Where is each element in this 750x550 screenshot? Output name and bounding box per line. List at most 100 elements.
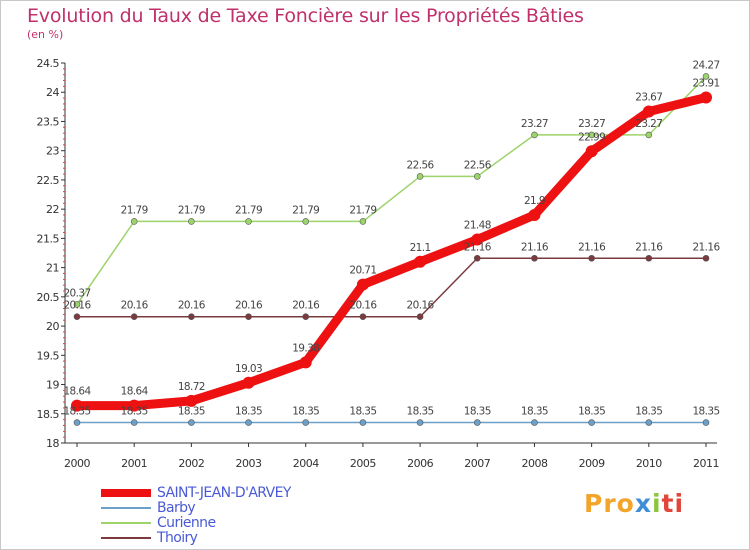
- legend-label: SAINT-JEAN-D'ARVEY: [157, 485, 291, 501]
- data-point: [245, 313, 252, 321]
- data-point: [71, 399, 83, 412]
- data-label: 18.35: [464, 406, 491, 418]
- data-point: [245, 218, 252, 225]
- data-point: [471, 233, 484, 246]
- line-chart: 18 18.5 19 19.5 20 20.5 21 21.5 22 22.5 23 23.5 24 24…: [37, 57, 722, 470]
- data-point: [702, 73, 710, 80]
- data-point: [73, 313, 81, 321]
- data-label: 20.37: [63, 287, 90, 299]
- y-tick-label: 22.5: [37, 174, 60, 187]
- data-label: 23.91: [692, 77, 719, 89]
- y-tick-label: 22: [46, 203, 59, 216]
- data-label: 18.35: [292, 406, 319, 418]
- series-line: [72, 92, 711, 411]
- y-axis-unit: (en %): [27, 28, 64, 41]
- data-label: 22.56: [407, 159, 435, 171]
- y-tick-label: 19: [46, 379, 59, 392]
- data-label: 20.71: [349, 265, 376, 277]
- data-label: 20.16: [407, 300, 435, 312]
- x-tick-label: 2001: [121, 457, 147, 470]
- x-tick-label: 2000: [64, 457, 90, 470]
- data-point: [531, 254, 538, 262]
- x-tick-label: 2003: [236, 457, 262, 470]
- data-point: [473, 419, 481, 426]
- data-point: [245, 419, 252, 426]
- data-label: 18.64: [63, 386, 91, 398]
- data-label: 18.35: [63, 406, 90, 418]
- x-tick-label: 2007: [464, 457, 490, 470]
- chart-series-lines: [72, 75, 711, 424]
- data-point: [702, 419, 710, 426]
- x-tick-label: 2009: [579, 457, 605, 470]
- data-point: [302, 419, 310, 426]
- data-label: 20.16: [292, 300, 320, 312]
- data-label: 20.16: [121, 300, 149, 312]
- data-point: [416, 419, 424, 426]
- data-label: 18.35: [521, 406, 548, 418]
- data-label: 18.35: [178, 406, 205, 418]
- data-label: 18.35: [235, 406, 262, 418]
- data-point: [588, 419, 595, 426]
- data-point: [188, 419, 195, 426]
- legend-swatch: [101, 522, 151, 524]
- data-label: 21.1: [410, 242, 431, 254]
- data-point: [416, 313, 424, 321]
- data-point: [585, 145, 598, 158]
- data-label: 18.35: [407, 406, 434, 418]
- data-label: 20.16: [349, 300, 377, 312]
- data-point: [356, 278, 369, 291]
- data-label: 19.38: [292, 342, 319, 354]
- x-tick-label: 2011: [693, 457, 719, 470]
- y-tick-label: 20.5: [37, 291, 60, 304]
- data-point: [302, 218, 310, 225]
- data-point: [700, 91, 712, 104]
- data-point: [130, 419, 138, 426]
- data-label: 23.27: [578, 118, 605, 130]
- data-label: 20.16: [63, 300, 91, 312]
- data-point: [702, 254, 710, 262]
- series-line: [76, 257, 707, 318]
- data-label: 22.99: [578, 131, 605, 143]
- data-label: 18.35: [578, 406, 605, 418]
- data-point: [188, 313, 195, 321]
- data-point: [473, 173, 481, 180]
- data-label: 23.67: [635, 92, 662, 104]
- chart-data-labels: 18.35 18.35 18.35 18.35 18.35 18.35 18.35 18.35…: [63, 59, 721, 418]
- data-point: [528, 209, 541, 221]
- data-label: 21.16: [635, 241, 663, 253]
- data-point: [359, 218, 367, 225]
- data-label: 18.35: [121, 406, 148, 418]
- data-label: 21.16: [692, 241, 720, 253]
- data-label: 18.64: [121, 386, 149, 398]
- data-label: 22.56: [464, 159, 492, 171]
- data-point: [414, 255, 427, 268]
- data-label: 21.79: [292, 204, 319, 216]
- data-point: [299, 356, 312, 369]
- data-label: 18.35: [635, 406, 662, 418]
- data-label: 18.35: [692, 406, 719, 418]
- data-point: [588, 254, 595, 262]
- data-point: [188, 218, 195, 225]
- legend-swatch: [101, 489, 151, 497]
- data-label: 21.16: [464, 241, 492, 253]
- chart-title: Evolution du Taux de Taxe Foncière sur l…: [27, 5, 584, 27]
- legend-label: Curienne: [157, 515, 216, 531]
- data-label: 21.79: [121, 204, 148, 216]
- data-point: [588, 131, 595, 139]
- data-point: [531, 131, 538, 139]
- x-tick-label: 2006: [407, 457, 433, 470]
- y-tick-label: 24: [46, 86, 59, 99]
- data-point: [359, 419, 367, 426]
- data-label: 21.16: [578, 241, 606, 253]
- chart-axes: 18 18.5 19 19.5 20 20.5 21 21.5 22 22.5 23 23.5 24 24…: [37, 57, 720, 470]
- data-point: [302, 313, 310, 321]
- legend-item: Thoiry: [101, 530, 198, 546]
- y-tick-label: 18: [46, 437, 59, 450]
- y-tick-label: 23: [46, 145, 59, 158]
- legend-item: SAINT-JEAN-D'ARVEY: [101, 485, 291, 501]
- y-tick-label: 24.5: [37, 57, 60, 70]
- data-point: [645, 131, 653, 139]
- data-label: 18.35: [349, 406, 376, 418]
- data-label: 20.16: [235, 300, 263, 312]
